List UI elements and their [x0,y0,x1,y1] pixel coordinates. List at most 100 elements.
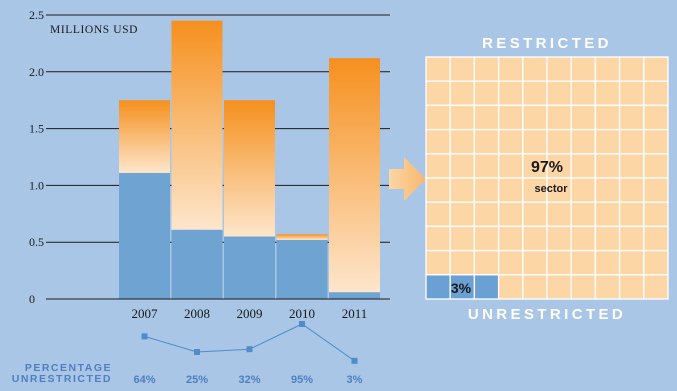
waffle-cell-restricted [497,128,524,155]
y-tick-label: 2.5 [29,8,44,22]
percentage-value-label: 95% [291,374,313,386]
waffle-cell-restricted [618,128,645,155]
bar-upper-2008 [171,20,223,230]
waffle-cell-restricted [643,201,669,228]
waffle-cell-restricted [522,80,548,107]
waffle-cell-restricted [425,128,451,155]
waffle-cell-restricted [643,128,669,155]
y-tick-label: 1.5 [29,122,44,136]
waffle-cell-restricted [618,153,645,179]
waffle-cell-restricted [449,225,476,252]
waffle-cell-restricted [618,225,645,252]
waffle-cell-unrestricted [449,274,476,300]
waffle-cell-restricted [570,249,597,276]
waffle-cell-restricted [594,56,621,82]
waffle-cell-restricted [546,225,572,252]
waffle-cell-restricted [594,249,621,276]
waffle-cell-restricted [449,201,476,228]
waffle-cell-restricted [643,225,669,252]
waffle-cell-restricted [522,274,548,300]
waffle-cell-restricted [425,153,451,179]
waffle-cell-restricted [497,225,524,252]
waffle-cell-restricted [449,177,476,203]
waffle-cell-restricted [618,274,645,300]
waffle-cell-restricted [546,249,572,276]
x-tick-label-2011: 2011 [342,306,368,321]
waffle-cell-restricted [449,128,476,155]
waffle-cell-restricted [594,274,621,300]
waffle-cell-restricted [570,104,597,131]
waffle-cell-restricted [473,249,500,276]
waffle-cell-restricted [522,201,548,228]
waffle-cell-restricted [570,80,597,107]
waffle-cell-restricted [497,177,524,203]
bar-lower-2011 [329,292,380,299]
waffle-cell-restricted [425,80,451,107]
y-tick-label: 2.0 [29,65,44,79]
waffle-cell-restricted [618,80,645,107]
percentage-marker [351,357,358,364]
percentage-markers [141,321,358,364]
waffle-cell-restricted [546,80,572,107]
waffle-cell-restricted [473,80,500,107]
waffle-cell-restricted [594,153,621,179]
waffle-cell-restricted [449,80,476,107]
waffle-cell-restricted [473,128,500,155]
bar-upper-2011 [329,58,380,293]
bar-upper-2010 [276,234,328,240]
bar-lower-2007 [119,172,170,299]
waffle-cell-restricted [643,153,669,179]
waffle-cell-restricted [618,201,645,228]
waffle-cell-restricted [594,177,621,203]
waffle-cell-restricted [570,177,597,203]
waffle-cell-restricted [497,274,524,300]
waffle-cell-restricted [473,153,500,179]
waffle-cell-restricted [497,80,524,107]
percentage-marker [246,346,253,353]
waffle-cell-unrestricted [473,274,500,300]
waffle-cell-restricted [522,56,548,82]
percentage-value-label: 3% [347,374,363,386]
waffle-cell-restricted [643,80,669,107]
waffle-cell-restricted [546,274,572,300]
restricted-percent: 97% [531,159,563,176]
bar-lower-2010 [276,239,328,299]
waffle-cell-restricted [618,177,645,203]
waffle-cell-restricted [594,225,621,252]
percentage-value-label: 25% [186,374,208,386]
waffle-cell-restricted [473,225,500,252]
waffle-cell-restricted [618,56,645,82]
waffle-cell-restricted [425,104,451,131]
bar-upper-2007 [119,100,170,173]
waffle-cell-restricted [497,104,524,131]
x-tick-label-2009: 2009 [237,306,263,321]
waffle-cell-restricted [522,104,548,131]
waffle-cell-restricted [546,56,572,82]
waffle-cell-restricted [570,56,597,82]
waffle-cell-restricted [473,104,500,131]
waffle-cell-restricted [570,153,597,179]
waffle-cell-restricted [546,128,572,155]
waffle-cell-restricted [522,225,548,252]
waffle-cell-restricted [594,128,621,155]
waffle-cell-restricted [449,153,476,179]
waffle-cell-restricted [425,56,451,82]
waffle-cell-restricted [522,249,548,276]
waffle-cell-restricted [570,128,597,155]
waffle-cell-restricted [449,56,476,82]
waffle-cell-restricted [594,104,621,131]
waffle-cell-restricted [497,56,524,82]
percentage-value-labels: 64% 25% 32% 95% 3% [133,374,362,386]
percentage-label-line1: PERCENTAGE [24,362,112,374]
percentage-value-label: 32% [238,374,260,386]
x-tick-label-2007: 2007 [132,306,159,321]
waffle-cell-restricted [522,128,548,155]
y-axis-label: MILLIONS USD [50,24,138,36]
y-tick-label: 0.5 [29,235,44,249]
waffle-cell-restricted [425,177,451,203]
unrestricted-percent: 3% [451,280,472,296]
x-tick-label-2010: 2010 [289,306,315,321]
percentage-marker [299,321,305,327]
waffle-cell-restricted [594,80,621,107]
unrestricted-title: UNRESTRICTED [467,306,627,323]
